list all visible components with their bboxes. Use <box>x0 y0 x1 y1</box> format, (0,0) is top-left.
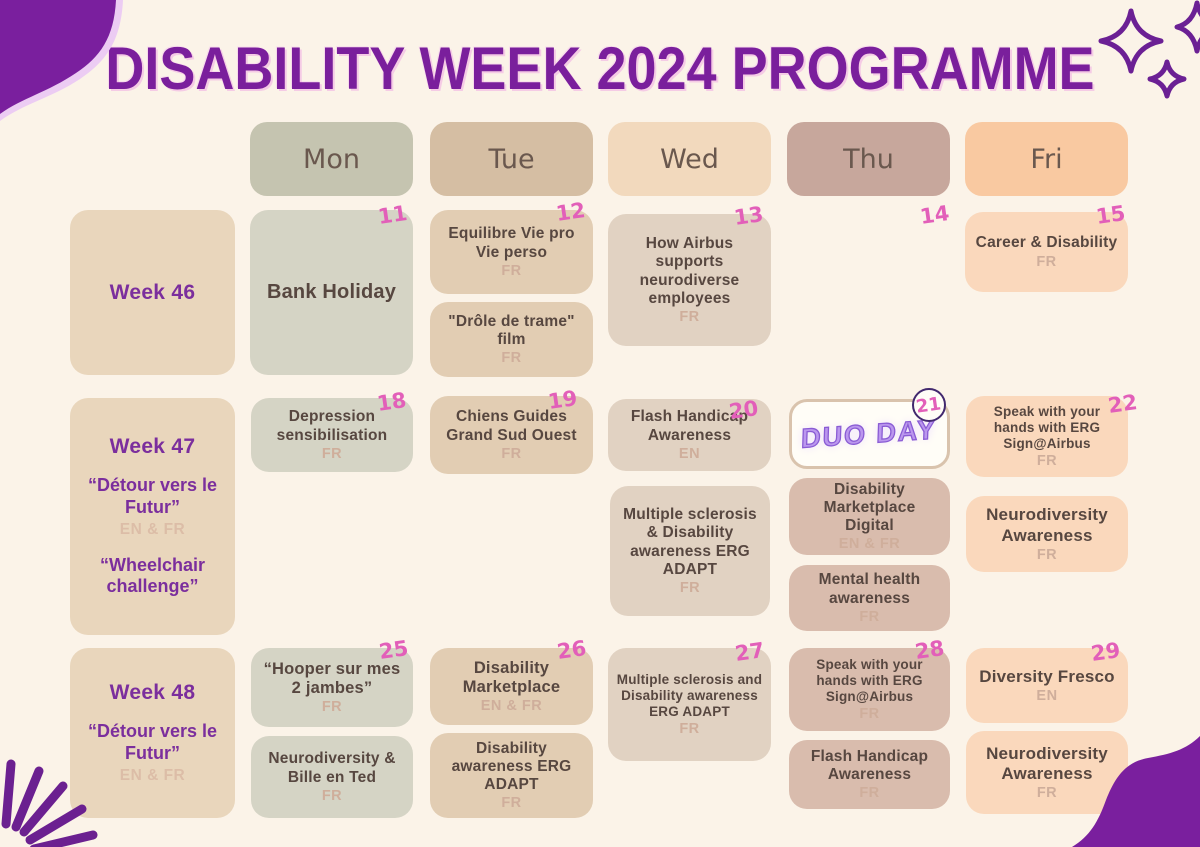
day-number: 27 <box>733 638 766 666</box>
day-number: 14 <box>918 201 951 229</box>
event-card: Multiple sclerosis & Disability awarenes… <box>610 486 770 616</box>
event-card: Neurodiversity Awareness FR <box>966 731 1128 814</box>
day-header-mon: Mon <box>250 122 413 196</box>
week-event-note: “Détour vers le Futur” EN & FR <box>87 721 218 784</box>
event-card: How Airbus supports neurodiverse employe… <box>608 214 771 346</box>
day-number: 18 <box>375 388 408 416</box>
day-number: 19 <box>546 386 579 414</box>
event-card: Disability Marketplace Digital EN & FR <box>789 478 950 555</box>
day-number: 20 <box>727 396 760 424</box>
week-label: Week 46 <box>109 280 196 304</box>
week-label: Week 47 <box>109 435 196 459</box>
event-card: Speak with your hands with ERG Sign@Airb… <box>789 648 950 731</box>
week-46-label-card: Week 46 <box>70 210 235 375</box>
day-number: 15 <box>1094 201 1127 229</box>
day-number: 12 <box>554 198 587 226</box>
event-card: Equilibre Vie pro Vie perso FR <box>430 210 593 294</box>
event-card: Chiens Guides Grand Sud Ouest FR <box>430 396 593 474</box>
day-number: 11 <box>376 201 409 229</box>
event-card: Mental health awareness FR <box>789 565 950 631</box>
day-number: 25 <box>377 636 410 664</box>
week-48-label-card: Week 48 “Détour vers le Futur” EN & FR <box>70 648 235 818</box>
event-card: Disability awareness ERG ADAPT FR <box>430 733 593 818</box>
day-header-thu: Thu <box>787 122 950 196</box>
event-card: "Drôle de trame" film FR <box>430 302 593 377</box>
week-event-note: “Wheelchair challenge” <box>99 554 206 597</box>
day-header-fri: Fri <box>965 122 1128 196</box>
day-number: 29 <box>1089 638 1122 666</box>
week-event-note: “Détour vers le Futur” EN & FR <box>87 475 218 538</box>
week-label: Week 48 <box>109 681 196 705</box>
event-card: “Hooper sur mes 2 jambes” FR <box>251 648 413 727</box>
day-header-tue: Tue <box>430 122 593 196</box>
day-number: 22 <box>1106 390 1139 418</box>
event-card: Career & Disability FR <box>965 212 1128 292</box>
event-card: Neurodiversity Awareness FR <box>966 496 1128 572</box>
day-number: 26 <box>555 636 588 664</box>
page-title: DISABILITY WEEK 2024 PROGRAMME <box>105 35 1095 103</box>
event-card: Multiple sclerosis and Disability awaren… <box>608 648 771 761</box>
day-number: 28 <box>913 636 946 664</box>
event-card: Flash Handicap Awareness FR <box>789 740 950 809</box>
day-number: 13 <box>732 202 765 230</box>
week-47-label-card: Week 47 “Détour vers le Futur” EN & FR “… <box>70 398 235 635</box>
day-header-wed: Wed <box>608 122 771 196</box>
event-card: Depression sensibilisation FR <box>251 398 413 472</box>
event-card: Bank Holiday <box>250 210 413 375</box>
event-card: Neurodiversity & Bille en Ted FR <box>251 736 413 818</box>
event-card: Speak with your hands with ERG Sign@Airb… <box>966 396 1128 477</box>
day-number-circled: 21 <box>912 388 946 422</box>
event-card: Flash Handicap Awareness EN <box>608 399 771 471</box>
event-card: Disability Marketplace EN & FR <box>430 648 593 725</box>
event-card: Diversity Fresco EN <box>966 648 1128 723</box>
